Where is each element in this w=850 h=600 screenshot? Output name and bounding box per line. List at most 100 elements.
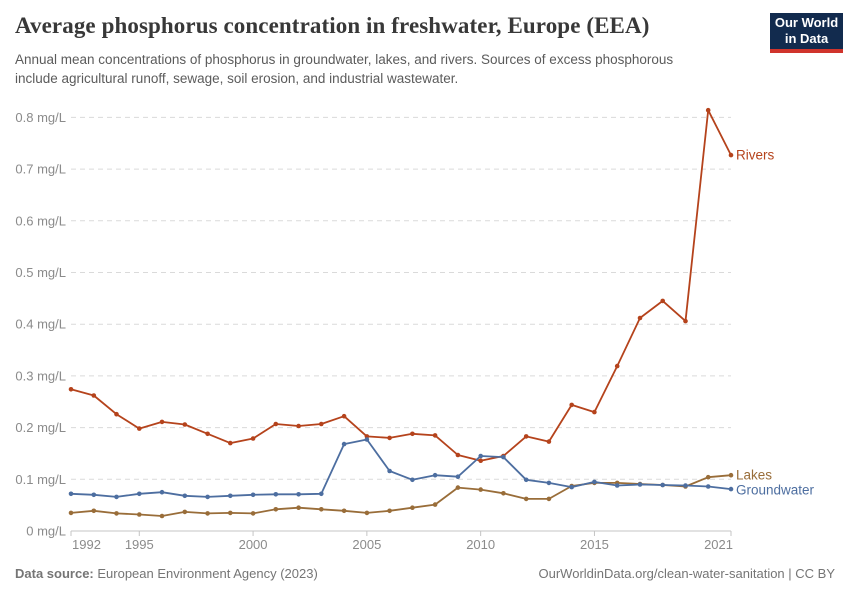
data-point-rivers[interactable] bbox=[660, 298, 665, 304]
data-point-lakes[interactable] bbox=[319, 507, 324, 512]
data-point-groundwater[interactable] bbox=[683, 483, 688, 488]
owid-logo-line2: in Data bbox=[784, 31, 829, 46]
data-point-rivers[interactable] bbox=[114, 411, 119, 417]
data-point-lakes[interactable] bbox=[250, 511, 256, 516]
data-point-groundwater[interactable] bbox=[432, 472, 438, 478]
data-point-groundwater[interactable] bbox=[546, 480, 552, 486]
data-point-lakes[interactable] bbox=[114, 511, 119, 516]
data-point-rivers[interactable] bbox=[137, 426, 142, 431]
series-line-groundwater[interactable] bbox=[70, 438, 732, 498]
data-point-rivers[interactable] bbox=[387, 435, 392, 441]
data-point-groundwater[interactable] bbox=[91, 492, 97, 498]
data-point-lakes[interactable] bbox=[705, 474, 711, 480]
line-chart: 0 mg/L 0.1 mg/L 0.2 mg/L 0.3 mg/L 0.4 mg/L 0.… bbox=[15, 107, 815, 552]
data-point-lakes[interactable] bbox=[205, 511, 210, 516]
data-point-lakes[interactable] bbox=[478, 487, 484, 492]
data-point-lakes[interactable] bbox=[159, 513, 165, 519]
data-point-groundwater[interactable] bbox=[159, 489, 165, 495]
data-point-rivers[interactable] bbox=[182, 422, 188, 427]
data-point-groundwater[interactable] bbox=[205, 494, 210, 500]
data-point-lakes[interactable] bbox=[410, 505, 415, 511]
data-point-lakes[interactable] bbox=[546, 496, 552, 502]
data-point-groundwater[interactable] bbox=[319, 491, 324, 497]
x-axis-tick-label: 2000 bbox=[239, 537, 268, 552]
data-point-lakes[interactable] bbox=[728, 472, 734, 478]
data-point-groundwater[interactable] bbox=[705, 484, 711, 489]
data-point-lakes[interactable] bbox=[296, 505, 301, 511]
data-point-rivers[interactable] bbox=[159, 419, 165, 425]
data-point-rivers[interactable] bbox=[478, 458, 484, 464]
series-line-rivers[interactable] bbox=[70, 109, 732, 462]
data-point-rivers[interactable] bbox=[319, 421, 324, 427]
series-label-groundwater[interactable]: Groundwater bbox=[736, 483, 815, 498]
data-point-rivers[interactable] bbox=[728, 152, 734, 158]
data-point-rivers[interactable] bbox=[410, 431, 415, 437]
data-point-lakes[interactable] bbox=[501, 491, 506, 496]
data-source-text: European Environment Agency (2023) bbox=[93, 566, 318, 581]
data-point-rivers[interactable] bbox=[705, 107, 711, 113]
data-point-rivers[interactable] bbox=[205, 431, 210, 437]
owid-logo-line1: Our World bbox=[774, 14, 839, 30]
data-point-rivers[interactable] bbox=[228, 440, 233, 446]
data-point-rivers[interactable] bbox=[296, 423, 301, 429]
data-point-groundwater[interactable] bbox=[478, 453, 484, 459]
data-point-groundwater[interactable] bbox=[68, 491, 74, 497]
data-point-groundwater[interactable] bbox=[273, 492, 279, 497]
data-point-rivers[interactable] bbox=[637, 315, 643, 321]
data-point-rivers[interactable] bbox=[341, 413, 347, 419]
data-point-groundwater[interactable] bbox=[182, 493, 188, 499]
y-axis-tick-label: 0.8 mg/L bbox=[15, 110, 66, 125]
data-point-lakes[interactable] bbox=[364, 510, 370, 516]
data-point-groundwater[interactable] bbox=[523, 477, 529, 483]
data-point-groundwater[interactable] bbox=[387, 468, 392, 474]
data-point-rivers[interactable] bbox=[592, 409, 597, 415]
data-point-lakes[interactable] bbox=[432, 502, 438, 507]
data-point-groundwater[interactable] bbox=[296, 492, 301, 497]
footer-link[interactable]: OurWorldinData.org/clean-water-sanitatio… bbox=[538, 566, 835, 581]
data-point-lakes[interactable] bbox=[455, 485, 461, 490]
data-point-rivers[interactable] bbox=[614, 363, 620, 369]
y-axis-tick-label: 0.2 mg/L bbox=[15, 420, 66, 435]
data-point-groundwater[interactable] bbox=[501, 454, 506, 460]
data-point-groundwater[interactable] bbox=[114, 494, 119, 500]
series-line-lakes[interactable] bbox=[70, 474, 732, 517]
data-point-groundwater[interactable] bbox=[250, 492, 256, 498]
data-point-lakes[interactable] bbox=[68, 510, 74, 516]
data-point-rivers[interactable] bbox=[683, 318, 688, 324]
data-point-groundwater[interactable] bbox=[455, 474, 461, 480]
data-point-groundwater[interactable] bbox=[228, 493, 233, 499]
data-point-rivers[interactable] bbox=[523, 434, 529, 439]
data-point-lakes[interactable] bbox=[228, 510, 233, 516]
data-point-rivers[interactable] bbox=[432, 433, 438, 438]
data-point-lakes[interactable] bbox=[523, 496, 529, 502]
data-point-rivers[interactable] bbox=[68, 387, 74, 392]
series-label-lakes[interactable]: Lakes bbox=[736, 468, 772, 483]
data-point-groundwater[interactable] bbox=[637, 482, 643, 487]
data-source: Data source: European Environment Agency… bbox=[15, 566, 318, 581]
data-point-groundwater[interactable] bbox=[410, 477, 415, 483]
data-point-groundwater[interactable] bbox=[341, 441, 347, 447]
data-point-groundwater[interactable] bbox=[364, 437, 370, 442]
data-point-rivers[interactable] bbox=[569, 402, 574, 408]
data-point-rivers[interactable] bbox=[546, 439, 552, 444]
data-point-rivers[interactable] bbox=[91, 393, 97, 398]
data-point-lakes[interactable] bbox=[387, 508, 392, 514]
data-point-rivers[interactable] bbox=[273, 421, 279, 427]
data-point-groundwater[interactable] bbox=[592, 479, 597, 485]
data-point-lakes[interactable] bbox=[341, 508, 347, 514]
data-point-rivers[interactable] bbox=[250, 436, 256, 441]
data-point-groundwater[interactable] bbox=[614, 483, 620, 488]
data-point-rivers[interactable] bbox=[455, 452, 461, 458]
chart-footer: Data source: European Environment Agency… bbox=[15, 566, 835, 581]
chart-subtitle-line1: Annual mean concentrations of phosphorus… bbox=[15, 52, 674, 67]
data-point-lakes[interactable] bbox=[182, 509, 188, 515]
data-point-groundwater[interactable] bbox=[569, 484, 574, 490]
series-label-rivers[interactable]: Rivers bbox=[736, 148, 775, 163]
data-point-lakes[interactable] bbox=[273, 507, 279, 512]
data-point-lakes[interactable] bbox=[91, 508, 97, 514]
data-point-groundwater[interactable] bbox=[137, 491, 142, 497]
data-point-groundwater[interactable] bbox=[728, 486, 734, 492]
data-point-groundwater[interactable] bbox=[660, 482, 665, 488]
data-point-lakes[interactable] bbox=[137, 512, 142, 517]
